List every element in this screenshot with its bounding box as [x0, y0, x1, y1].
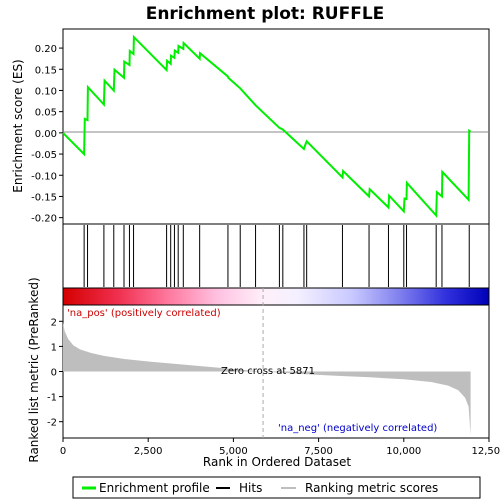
rank-color-bar [63, 288, 489, 305]
es-y-tick-label: 0.10 [35, 86, 57, 97]
x-tick-label: 2,500 [134, 446, 163, 457]
es-panel-frame [63, 29, 489, 224]
x-tick-label: 12,500 [472, 446, 500, 457]
legend-enrichment-label: Enrichment profile [99, 481, 210, 495]
negative-label: 'na_neg' (negatively correlated) [278, 423, 437, 434]
es-y-tick-label: -0.20 [31, 214, 57, 225]
metric-y-tick-label: 1 [51, 342, 57, 353]
hits-panel-frame [63, 224, 489, 288]
es-y-tick-label: -0.15 [31, 192, 57, 203]
metric-y-axis-label: Ranked list metric (PreRanked) [27, 277, 41, 462]
x-tick-label: 0 [60, 446, 66, 457]
metric-y-tick-label: 0 [51, 368, 57, 379]
es-y-tick-label: 0.15 [35, 65, 57, 76]
metric-y-axis: -2 -1 0 1 2 [47, 317, 63, 428]
es-y-tick-label: -0.05 [31, 150, 57, 161]
es-y-tick-label: 0.20 [35, 44, 57, 55]
metric-y-tick-label: 2 [51, 317, 57, 328]
es-y-tick-label: 0.05 [35, 108, 57, 119]
es-y-tick-label: 0.00 [35, 129, 57, 140]
positive-label: 'na_pos' (positively correlated) [67, 308, 221, 319]
x-tick-label: 10,000 [386, 446, 421, 457]
metric-y-tick-label: -2 [47, 418, 57, 429]
es-y-axis: -0.20 -0.15 -0.10 -0.05 0.00 0.05 0.10 0.15 0.20 [31, 44, 63, 225]
es-y-axis-label: Enrichment score (ES) [11, 59, 25, 192]
legend-hits-label: Hits [239, 481, 262, 495]
chart-title: Enrichment plot: RUFFLE [146, 4, 385, 24]
x-axis-label: Rank in Ordered Dataset [203, 455, 351, 469]
es-y-tick-label: -0.10 [31, 171, 57, 182]
zero-cross-label: Zero cross at 5871 [221, 366, 315, 377]
legend-metric-label: Ranking metric scores [305, 481, 438, 495]
metric-y-tick-label: -1 [47, 393, 57, 404]
